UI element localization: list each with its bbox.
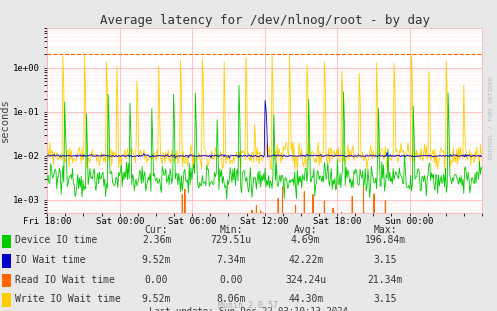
- Text: IO Wait time: IO Wait time: [15, 255, 85, 265]
- Text: Last update: Sun Dec 22 03:10:13 2024: Last update: Sun Dec 22 03:10:13 2024: [149, 307, 348, 311]
- Text: 4.69m: 4.69m: [291, 235, 321, 245]
- Text: Avg:: Avg:: [294, 225, 318, 235]
- Text: 0.00: 0.00: [145, 275, 168, 285]
- FancyBboxPatch shape: [2, 293, 11, 307]
- FancyBboxPatch shape: [2, 234, 11, 248]
- Text: 3.15: 3.15: [373, 255, 397, 265]
- Text: 2.36m: 2.36m: [142, 235, 171, 245]
- Text: 196.84m: 196.84m: [365, 235, 406, 245]
- Text: 7.34m: 7.34m: [216, 255, 246, 265]
- Text: 3.15: 3.15: [373, 294, 397, 304]
- Text: 729.51u: 729.51u: [211, 235, 251, 245]
- Text: 44.30m: 44.30m: [288, 294, 323, 304]
- Text: 9.52m: 9.52m: [142, 294, 171, 304]
- FancyBboxPatch shape: [2, 254, 11, 268]
- Text: 21.34m: 21.34m: [368, 275, 403, 285]
- Text: RRDTOOL / TOBI OETIKER: RRDTOOL / TOBI OETIKER: [489, 77, 494, 160]
- Text: Device IO time: Device IO time: [15, 235, 97, 245]
- Text: 42.22m: 42.22m: [288, 255, 323, 265]
- Title: Average latency for /dev/nlnog/root - by day: Average latency for /dev/nlnog/root - by…: [100, 14, 429, 27]
- Text: 9.52m: 9.52m: [142, 255, 171, 265]
- Y-axis label: seconds: seconds: [0, 99, 10, 142]
- Text: Min:: Min:: [219, 225, 243, 235]
- Text: Cur:: Cur:: [145, 225, 168, 235]
- Text: Munin 2.0.57: Munin 2.0.57: [219, 301, 278, 310]
- Text: Write IO Wait time: Write IO Wait time: [15, 294, 121, 304]
- Text: Read IO Wait time: Read IO Wait time: [15, 275, 115, 285]
- Text: 8.06m: 8.06m: [216, 294, 246, 304]
- Text: 0.00: 0.00: [219, 275, 243, 285]
- FancyBboxPatch shape: [2, 274, 11, 287]
- Text: 324.24u: 324.24u: [285, 275, 326, 285]
- Text: Max:: Max:: [373, 225, 397, 235]
